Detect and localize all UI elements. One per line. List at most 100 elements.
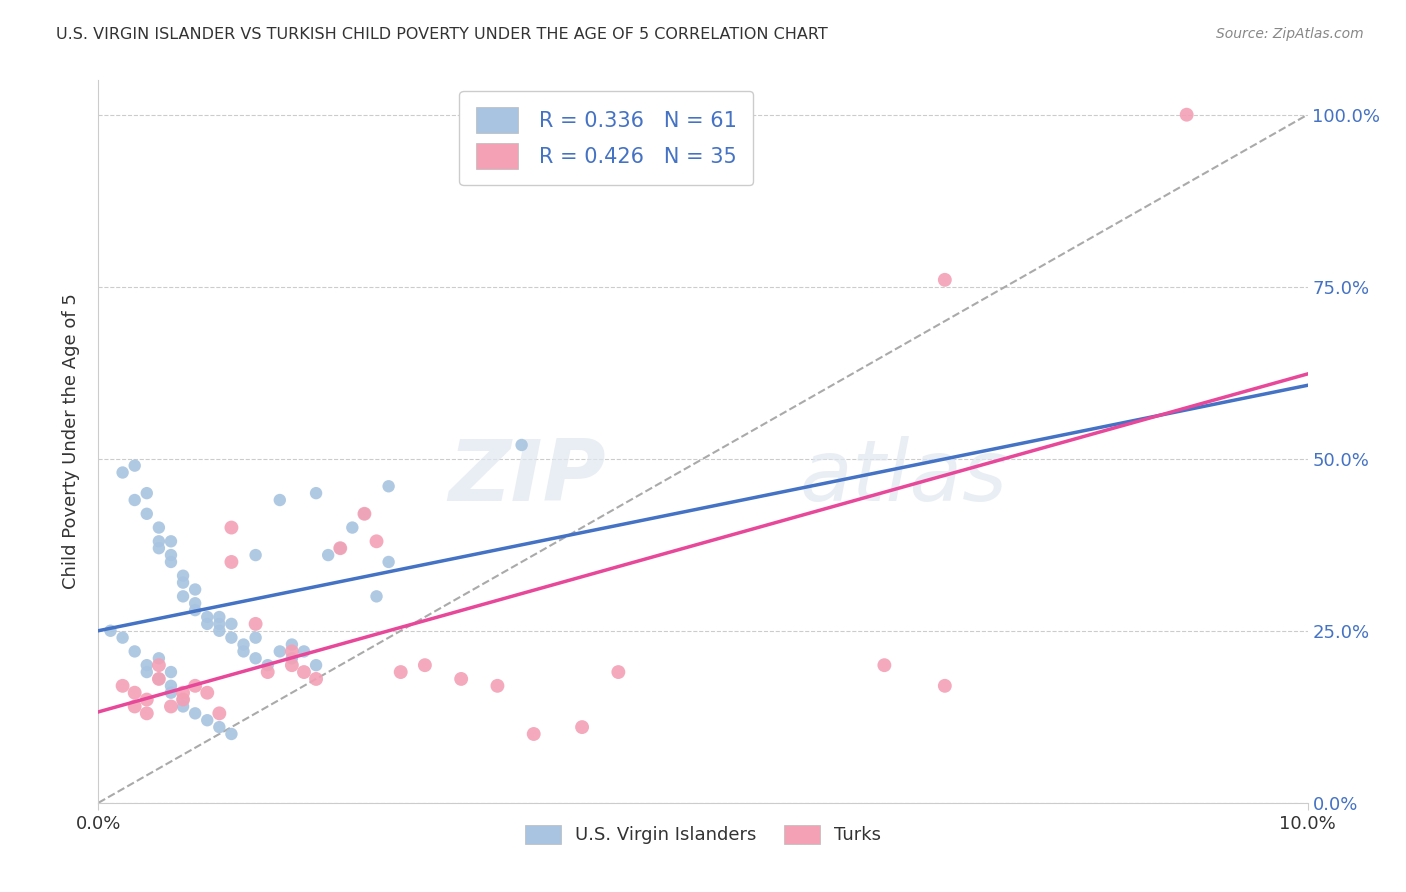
Point bbox=[607, 665, 630, 679]
Point bbox=[135, 706, 157, 721]
Point bbox=[281, 658, 304, 673]
Point bbox=[195, 616, 218, 631]
Point bbox=[135, 692, 157, 706]
Point bbox=[934, 273, 956, 287]
Point bbox=[184, 679, 207, 693]
Legend: U.S. Virgin Islanders, Turks: U.S. Virgin Islanders, Turks bbox=[517, 818, 889, 852]
Point bbox=[195, 686, 218, 700]
Point bbox=[195, 713, 218, 727]
Point bbox=[195, 610, 218, 624]
Point bbox=[148, 651, 170, 665]
Point bbox=[160, 699, 183, 714]
Point bbox=[292, 665, 315, 679]
Point bbox=[366, 534, 388, 549]
Point bbox=[160, 665, 183, 679]
Point bbox=[148, 534, 170, 549]
Point bbox=[172, 575, 194, 590]
Point bbox=[523, 727, 546, 741]
Point bbox=[413, 658, 436, 673]
Point bbox=[184, 582, 207, 597]
Point bbox=[124, 686, 146, 700]
Point bbox=[172, 590, 194, 604]
Point bbox=[377, 555, 399, 569]
Text: U.S. VIRGIN ISLANDER VS TURKISH CHILD POVERTY UNDER THE AGE OF 5 CORRELATION CHA: U.S. VIRGIN ISLANDER VS TURKISH CHILD PO… bbox=[56, 27, 828, 42]
Point bbox=[184, 603, 207, 617]
Text: ZIP: ZIP bbox=[449, 436, 606, 519]
Point bbox=[135, 658, 157, 673]
Point bbox=[245, 651, 267, 665]
Point bbox=[160, 686, 183, 700]
Point bbox=[353, 507, 375, 521]
Point bbox=[305, 658, 328, 673]
Point bbox=[208, 624, 231, 638]
Point bbox=[160, 548, 183, 562]
Point bbox=[208, 720, 231, 734]
Point bbox=[389, 665, 412, 679]
Point bbox=[269, 493, 291, 508]
Point bbox=[100, 624, 122, 638]
Point bbox=[366, 590, 388, 604]
Point bbox=[221, 631, 243, 645]
Point bbox=[281, 644, 304, 658]
Point bbox=[208, 616, 231, 631]
Point bbox=[256, 658, 278, 673]
Point bbox=[232, 644, 254, 658]
Point bbox=[316, 548, 339, 562]
Point bbox=[281, 651, 304, 665]
Point bbox=[111, 466, 134, 480]
Point bbox=[111, 631, 134, 645]
Point bbox=[329, 541, 352, 556]
Point bbox=[305, 672, 328, 686]
Point bbox=[184, 706, 207, 721]
Point bbox=[873, 658, 896, 673]
Point bbox=[148, 520, 170, 534]
Point bbox=[124, 699, 146, 714]
Point bbox=[221, 727, 243, 741]
Point bbox=[208, 706, 231, 721]
Point bbox=[571, 720, 593, 734]
Point bbox=[148, 658, 170, 673]
Point bbox=[377, 479, 399, 493]
Point bbox=[172, 692, 194, 706]
Point bbox=[256, 665, 278, 679]
Point bbox=[184, 596, 207, 610]
Point bbox=[329, 541, 352, 556]
Text: atlas: atlas bbox=[800, 436, 1008, 519]
Point bbox=[124, 644, 146, 658]
Point bbox=[172, 568, 194, 582]
Point bbox=[221, 555, 243, 569]
Point bbox=[1175, 108, 1198, 122]
Point bbox=[221, 616, 243, 631]
Point bbox=[135, 507, 157, 521]
Point bbox=[160, 679, 183, 693]
Point bbox=[342, 520, 364, 534]
Point bbox=[221, 520, 243, 534]
Point bbox=[172, 692, 194, 706]
Point bbox=[450, 672, 472, 686]
Point bbox=[292, 644, 315, 658]
Point bbox=[353, 507, 375, 521]
Point bbox=[245, 616, 267, 631]
Point bbox=[245, 548, 267, 562]
Point bbox=[148, 672, 170, 686]
Point bbox=[510, 438, 533, 452]
Point bbox=[269, 644, 291, 658]
Point bbox=[160, 555, 183, 569]
Point bbox=[135, 486, 157, 500]
Point bbox=[172, 699, 194, 714]
Point bbox=[124, 458, 146, 473]
Point bbox=[486, 679, 509, 693]
Point bbox=[148, 672, 170, 686]
Point bbox=[160, 534, 183, 549]
Y-axis label: Child Poverty Under the Age of 5: Child Poverty Under the Age of 5 bbox=[62, 293, 80, 590]
Point bbox=[124, 493, 146, 508]
Point bbox=[135, 665, 157, 679]
Point bbox=[245, 631, 267, 645]
Point bbox=[305, 486, 328, 500]
Text: Source: ZipAtlas.com: Source: ZipAtlas.com bbox=[1216, 27, 1364, 41]
Point bbox=[934, 679, 956, 693]
Point bbox=[281, 638, 304, 652]
Point bbox=[148, 541, 170, 556]
Point bbox=[172, 686, 194, 700]
Point bbox=[208, 610, 231, 624]
